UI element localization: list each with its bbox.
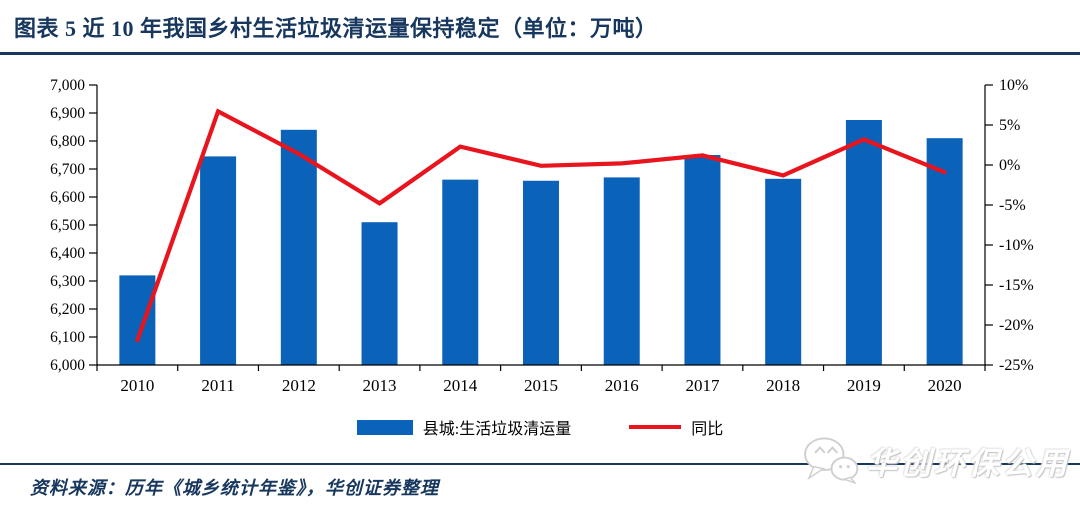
svg-text:2017: 2017 (685, 376, 720, 395)
svg-text:7,000: 7,000 (50, 77, 85, 94)
svg-text:2010: 2010 (120, 376, 154, 395)
legend-label-bars: 县城:生活垃圾清运量 (422, 421, 572, 438)
svg-text:6,700: 6,700 (50, 161, 85, 178)
svg-text:2012: 2012 (282, 376, 316, 395)
title-divider (0, 52, 1080, 55)
svg-text:2015: 2015 (524, 376, 558, 395)
svg-text:5%: 5% (999, 117, 1020, 134)
line-series-swatch (629, 425, 682, 429)
legend-label-line: 同比 (691, 421, 724, 438)
svg-text:2011: 2011 (201, 376, 234, 395)
svg-text:-25%: -25% (999, 357, 1034, 374)
svg-text:6,100: 6,100 (50, 329, 85, 346)
svg-text:2013: 2013 (363, 376, 397, 395)
svg-text:10%: 10% (999, 77, 1028, 94)
chart-legend: 县城:生活垃圾清运量 同比 (0, 415, 1080, 439)
figure-title: 图表 5 近 10 年我国乡村生活垃圾清运量保持稳定（单位：万吨） (14, 16, 658, 41)
chart-area: 7,000 6,900 6,800 6,700 6,600 6,500 6,400 6,300… (0, 55, 1080, 411)
bar-series-swatch (356, 419, 413, 435)
svg-text:0%: 0% (999, 157, 1020, 174)
svg-text:-10%: -10% (999, 237, 1034, 254)
svg-text:6,400: 6,400 (50, 245, 85, 262)
svg-text:6,000: 6,000 (50, 357, 85, 374)
footer-divider (0, 463, 1080, 465)
svg-text:2014: 2014 (443, 376, 478, 395)
svg-text:6,300: 6,300 (50, 273, 85, 290)
svg-text:2016: 2016 (605, 376, 639, 395)
svg-text:6,800: 6,800 (50, 133, 85, 150)
svg-text:-5%: -5% (999, 197, 1026, 214)
svg-text:2020: 2020 (928, 376, 962, 395)
svg-text:6,500: 6,500 (50, 217, 85, 234)
svg-text:-20%: -20% (999, 317, 1034, 334)
bar-line-chart: 7,000 6,900 6,800 6,700 6,600 6,500 6,400 6,300… (50, 77, 1034, 395)
svg-text:6,900: 6,900 (50, 105, 85, 122)
svg-text:2019: 2019 (847, 376, 881, 395)
legend-item-bars: 县城:生活垃圾清运量 (356, 415, 572, 439)
svg-text:-15%: -15% (999, 277, 1034, 294)
svg-text:2018: 2018 (766, 376, 800, 395)
legend-item-line: 同比 (629, 415, 723, 439)
svg-text:6,200: 6,200 (50, 301, 85, 318)
source-note: 资料来源：历年《城乡统计年鉴》，华创证券整理 (30, 478, 439, 498)
svg-text:6,600: 6,600 (50, 189, 85, 206)
